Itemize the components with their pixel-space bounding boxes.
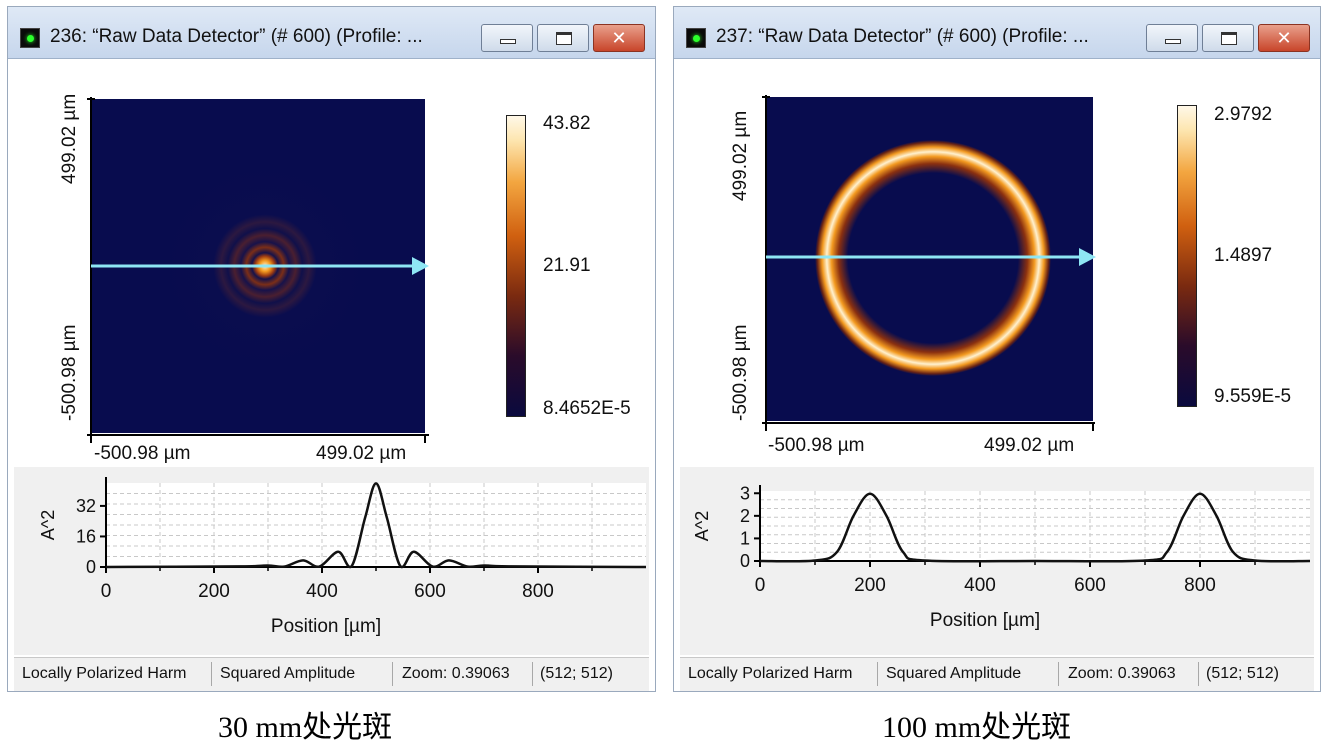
field-image-view: -500.98 µm 499.02 µm 499.02 µm -500.98 µ… [680,59,1314,467]
y-tick-label: 3 [740,483,750,503]
status-zoom: Zoom: 0.39063 [1068,665,1176,682]
minimize-button[interactable] [1146,24,1198,52]
status-mode: Locally Polarized Harm [22,665,187,682]
title-bar[interactable]: 237: “Raw Data Detector” (# 600) (Profil… [674,7,1320,59]
profile-chart: 0 200 400 600 800 0 16 32 Position [µm] A^2 [38,477,647,637]
colorbar-mid: 1.4897 [1214,245,1273,266]
minimize-button[interactable] [481,24,533,52]
x-min-label: -500.98 µm [768,435,865,456]
profile-plot-area: 0 200 400 600 800 0 1 2 3 Position [µm] A^2 [680,467,1314,655]
y-min-label: -500.98 µm [59,324,80,422]
window-title: 236: “Raw Data Detector” (# 600) (Profil… [50,26,423,47]
profile-series-line [105,482,647,569]
x-tick-label: 200 [854,575,886,596]
profile-arrow-icon[interactable] [412,257,429,275]
maximize-icon [1221,32,1237,45]
x-min-label: -500.98 µm [94,443,191,464]
x-tick-label: 200 [198,581,230,602]
status-size: (512; 512) [540,665,613,682]
colorbar-max: 43.82 [543,113,591,134]
y-axis-label: A^2 [692,511,712,541]
detector-app-icon [686,28,706,48]
maximize-icon [556,32,572,45]
maximize-button[interactable] [537,24,589,52]
status-quantity: Squared Amplitude [220,665,356,682]
x-tick-label: 600 [414,581,446,602]
colorbar [506,115,526,417]
x-tick-label: 0 [755,575,766,596]
x-tick-label: 400 [306,581,338,602]
maximize-button[interactable] [1202,24,1254,52]
y-min-label: -500.98 µm [730,324,751,422]
y-max-label: 499.02 µm [730,110,751,201]
y-tick-label: 32 [76,496,96,516]
colorbar-mid: 21.91 [543,255,591,276]
x-tick-label: 800 [522,581,554,602]
profile-arrow-icon[interactable] [1079,248,1096,266]
detector-window-236: 236: “Raw Data Detector” (# 600) (Profil… [7,6,656,692]
y-axis-label: A^2 [38,510,58,540]
x-max-label: 499.02 µm [984,435,1075,456]
profile-plot-area: 0 200 400 600 800 0 16 32 Position [µm] A^2 [14,467,649,655]
minimize-icon [500,39,516,44]
heatmap-svg [762,95,1096,431]
close-icon: ✕ [1276,28,1292,48]
x-tick-label: 800 [1184,575,1216,596]
field-image-view: -500.98 µm 499.02 µm 499.02 µm -500.98 µ… [14,59,649,467]
x-max-label: 499.02 µm [316,443,407,464]
colorbar-min: 9.559E-5 [1214,386,1292,407]
profile-chart: 0 200 400 600 800 0 12 3 Position [µm] A^2 [692,483,1311,631]
status-quantity: Squared Amplitude [886,665,1022,682]
y-tick-label: 2 [740,506,750,526]
heatmap-svg [87,97,429,443]
caption-right: 100 mm处光斑 [882,711,1072,744]
colorbar [1177,105,1197,407]
x-tick-label: 0 [101,581,112,602]
status-mode: Locally Polarized Harm [688,665,853,682]
colorbar-max: 2.9792 [1214,104,1273,125]
close-icon: ✕ [611,28,627,48]
y-tick-label: 1 [740,528,750,548]
title-bar[interactable]: 236: “Raw Data Detector” (# 600) (Profil… [8,7,655,59]
detector-window-237: 237: “Raw Data Detector” (# 600) (Profil… [673,6,1321,692]
minimize-icon [1165,39,1181,44]
status-zoom: Zoom: 0.39063 [402,665,510,682]
status-bar: Locally Polarized Harm Squared Amplitude… [14,657,649,691]
x-axis-label: Position [µm] [271,616,381,637]
detector-app-icon [20,28,40,48]
caption-left: 30 mm处光斑 [218,711,393,744]
y-tick-label: 0 [740,551,750,571]
y-tick-label: 16 [76,526,96,546]
window-title: 237: “Raw Data Detector” (# 600) (Profil… [716,26,1089,47]
x-tick-label: 600 [1074,575,1106,596]
y-tick-label: 0 [86,557,96,577]
x-axis-label: Position [µm] [930,610,1040,631]
x-tick-label: 400 [964,575,996,596]
colorbar-min: 8.4652E-5 [543,398,631,419]
profile-series-line [759,492,1311,563]
status-bar: Locally Polarized Harm Squared Amplitude… [680,657,1314,691]
close-button[interactable]: ✕ [593,24,645,52]
status-size: (512; 512) [1206,665,1279,682]
y-max-label: 499.02 µm [59,93,80,184]
close-button[interactable]: ✕ [1258,24,1310,52]
